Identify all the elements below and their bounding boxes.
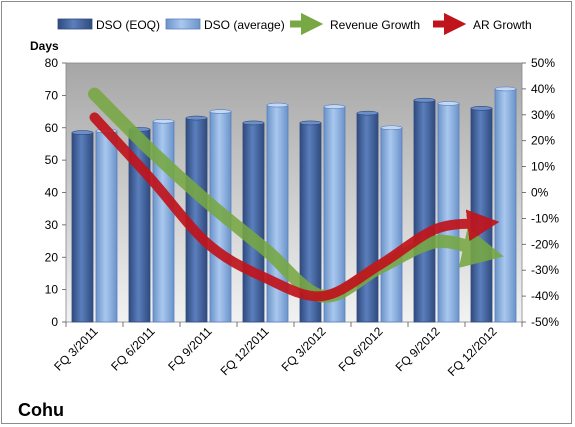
bar-top-dso-avg-5 — [323, 104, 346, 110]
bar-top-dso-eoq-4 — [242, 120, 265, 126]
y-right-tick-label: 0% — [531, 186, 549, 200]
bar-dso-eoq-1 — [71, 132, 94, 323]
y-left-tick-label: 10 — [45, 283, 59, 297]
y-right-tick-label: -30% — [531, 263, 559, 277]
bar-top-dso-eoq-1 — [71, 130, 94, 135]
y-left-tick-label: 50 — [45, 153, 59, 167]
bar-top-dso-eoq-8 — [470, 106, 493, 111]
y-left-tick-label: 80 — [45, 56, 59, 70]
y-left-tick-label: 0 — [51, 315, 58, 329]
bar-dso-eoq-4 — [242, 122, 265, 323]
y-right-tick-label: 40% — [531, 82, 555, 96]
y-left-tick-label: 60 — [45, 121, 59, 135]
bar-top-dso-avg-2 — [152, 118, 175, 124]
y-left-tick-label: 70 — [45, 88, 59, 102]
bar-top-dso-avg-3 — [209, 109, 232, 114]
x-tick-label: FQ 3/2012 — [279, 324, 329, 374]
lines-layer — [88, 87, 504, 303]
legend-swatch-dso-eoq — [57, 18, 93, 30]
bar-dso-avg-8 — [494, 88, 517, 323]
bar-top-dso-eoq-7 — [413, 97, 436, 103]
x-tick-label: FQ 9/2012 — [393, 324, 443, 374]
legend-label-revenue-growth: Revenue Growth — [330, 18, 420, 32]
bar-top-dso-eoq-3 — [185, 115, 208, 121]
x-tick-label: FQ 3/2011 — [51, 324, 101, 374]
y-left-tick-label: 30 — [45, 218, 59, 232]
y-right-tick-label: -50% — [531, 315, 559, 329]
company-name: Cohu — [18, 400, 64, 420]
bar-top-dso-avg-4 — [266, 102, 289, 108]
y-left-tick-label: 20 — [45, 250, 59, 264]
x-tick-label: FQ 9/2011 — [165, 324, 215, 374]
bar-dso-avg-7 — [437, 103, 460, 323]
bar-top-dso-eoq-6 — [356, 110, 379, 116]
x-tick-label: FQ 6/2012 — [336, 324, 386, 374]
bar-top-dso-avg-8 — [494, 86, 517, 92]
y-right-tick-label: 50% — [531, 56, 555, 70]
bar-top-dso-avg-7 — [437, 101, 460, 106]
line-ar-growth — [89, 112, 500, 302]
bar-top-dso-eoq-5 — [299, 120, 322, 126]
line-revenue-growth — [88, 87, 504, 303]
x-tick-label: FQ 6/2011 — [108, 324, 158, 374]
legend-label-ar-growth: AR Growth — [473, 18, 532, 32]
legend-label-dso-eoq: DSO (EOQ) — [96, 18, 160, 32]
y-right-tick-label: 30% — [531, 108, 555, 122]
y-right-tick-label: 10% — [531, 160, 555, 174]
y-right-tick-label: 20% — [531, 134, 555, 148]
bar-top-dso-avg-6 — [380, 125, 403, 131]
bar-dso-avg-1 — [95, 130, 118, 323]
bar-dso-eoq-6 — [356, 112, 379, 323]
legend: DSO (EOQ) DSO (average) Revenue Growth A… — [57, 12, 532, 36]
y-axis-title: Days — [30, 39, 59, 53]
y-left-tick-label: 40 — [45, 186, 59, 200]
y-right-tick-label: -40% — [531, 289, 559, 303]
bar-dso-eoq-7 — [413, 99, 436, 323]
bar-dso-avg-6 — [380, 127, 403, 323]
x-tick-label: FQ 12/2011 — [218, 324, 272, 378]
x-tick-label: FQ 12/2012 — [445, 324, 500, 379]
legend-label-dso-avg: DSO (average) — [204, 18, 285, 32]
y-right-tick-label: -10% — [531, 211, 559, 225]
bar-dso-eoq-8 — [470, 107, 493, 323]
y-right-tick-label: -20% — [531, 237, 559, 251]
legend-swatch-dso-avg — [165, 18, 201, 30]
